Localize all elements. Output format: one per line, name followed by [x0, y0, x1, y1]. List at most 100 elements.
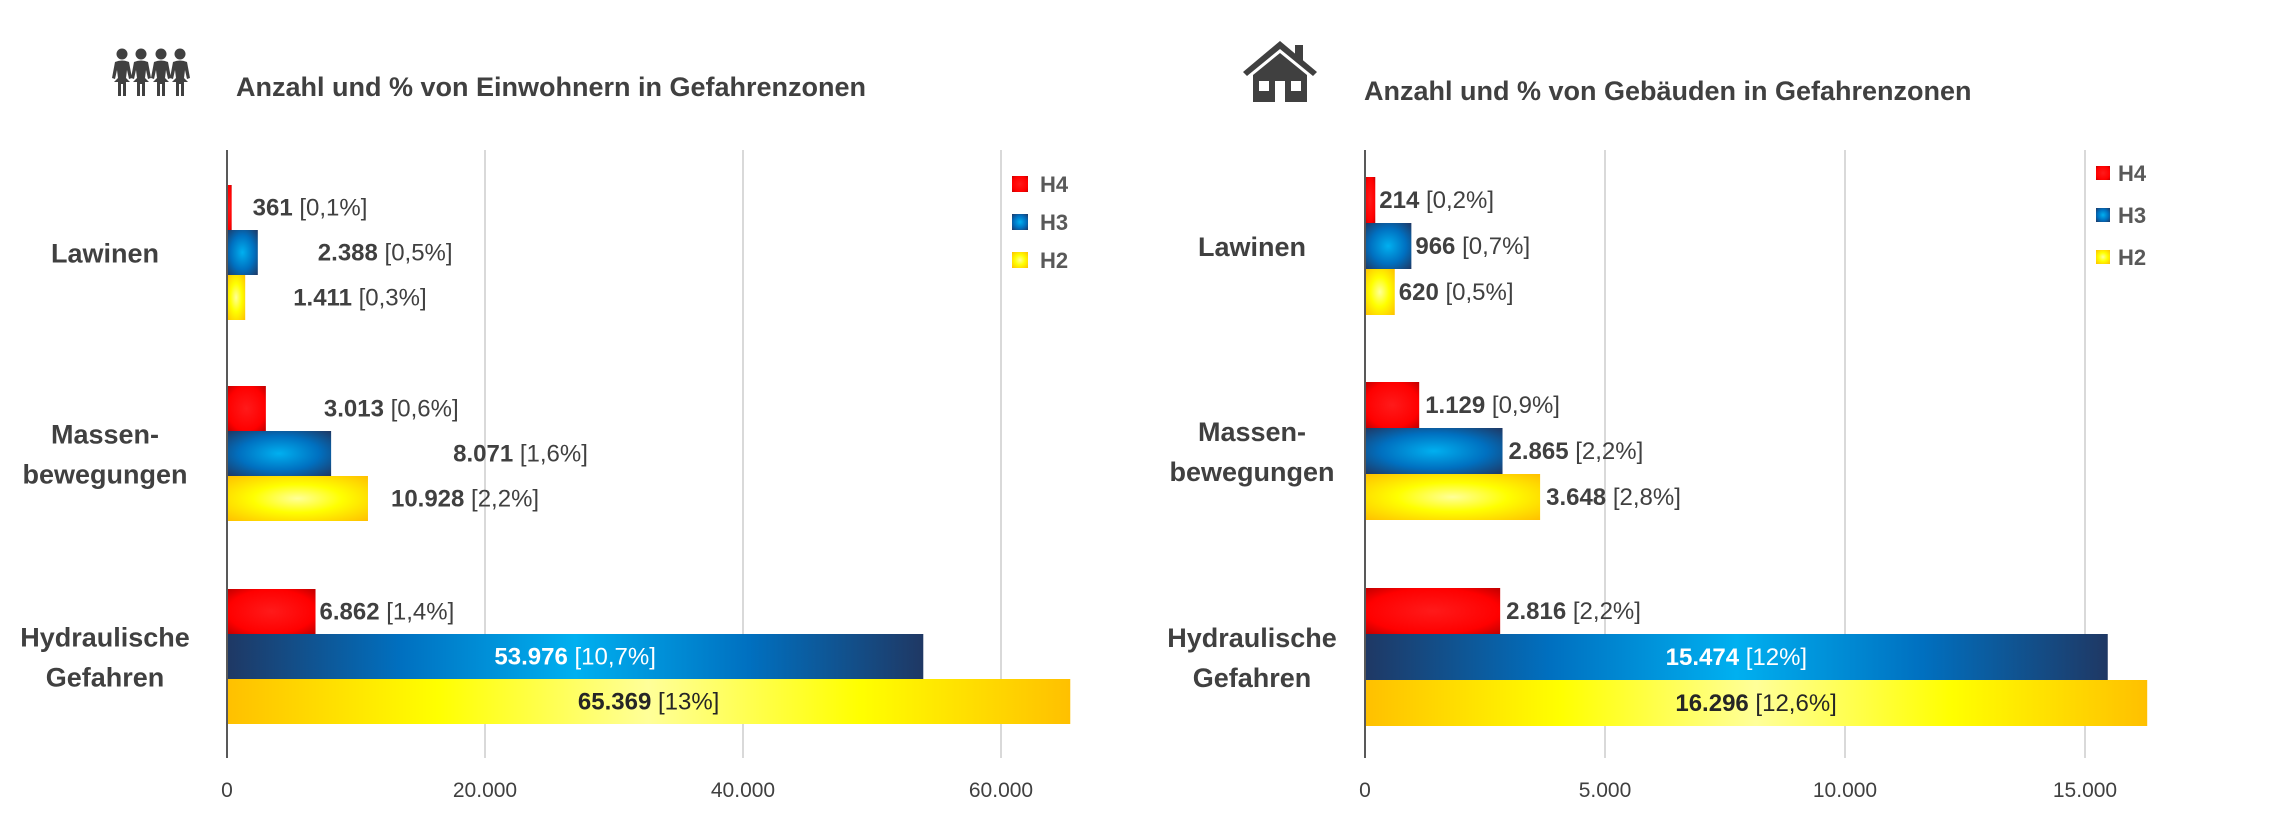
data-label-percent: [1,6%]	[513, 441, 588, 468]
data-label-value: 214	[1379, 187, 1420, 214]
legend-swatch	[2096, 250, 2110, 264]
bar-H4-2	[227, 386, 266, 431]
legend-label: H3	[1040, 210, 1068, 235]
data-label-value: 966	[1415, 233, 1455, 260]
data-label-percent: [0,5%]	[378, 240, 453, 267]
data-label-value: 620	[1399, 279, 1439, 306]
chart-title: Anzahl und % von Einwohnern in Gefahrenz…	[236, 72, 866, 102]
data-label: 1.129 [0,9%]	[1425, 392, 1560, 419]
legend-item-H3[interactable]: H3	[2096, 203, 2146, 228]
bar-H2-1	[1365, 269, 1395, 315]
x-tick-label: 0	[221, 779, 233, 802]
data-label-percent: [2,2%]	[1569, 438, 1644, 465]
category-label: Gefahren	[1193, 663, 1312, 693]
category-label: Hydraulische	[1167, 623, 1337, 653]
data-label-percent: [2,2%]	[464, 486, 539, 513]
legend-item-H2[interactable]: H2	[2096, 245, 2146, 270]
data-label: 6.862 [1,4%]	[320, 599, 455, 626]
bar-H4-3	[1365, 588, 1501, 634]
data-label-value: 2.388	[318, 240, 378, 267]
category-label: Massen-	[51, 420, 159, 450]
x-tick-label: 5.000	[1579, 779, 1632, 802]
legend-swatch	[1012, 176, 1028, 192]
data-label: 361 [0,1%]	[253, 195, 368, 222]
legend: H4 H3 H2	[2096, 161, 2147, 270]
data-label-value: 3.013	[324, 396, 384, 423]
legend-item-H2[interactable]: H2	[1012, 248, 1068, 273]
bar-H2-3	[227, 679, 1071, 724]
bar-H3-2	[227, 431, 332, 476]
data-label-value: 6.862	[320, 599, 380, 626]
data-label-value: 15.474	[1666, 644, 1740, 671]
bar-H3-2	[1365, 428, 1503, 474]
x-tick-label: 0	[1359, 779, 1371, 802]
legend-swatch	[2096, 208, 2110, 222]
bar-H4-3	[227, 589, 316, 634]
data-label: 3.013 [0,6%]	[324, 396, 459, 423]
data-label-value: 1.411	[293, 285, 352, 312]
category-label: Massen-	[1198, 417, 1306, 447]
legend-swatch	[2096, 166, 2110, 180]
data-label-value: 16.296	[1675, 690, 1748, 717]
data-label: 15.474 [12%]	[1666, 644, 1807, 671]
data-label: 620 [0,5%]	[1399, 279, 1514, 306]
data-label-percent: [1,4%]	[380, 599, 455, 626]
category-label: Gefahren	[46, 663, 165, 693]
legend-item-H4[interactable]: H4	[1012, 172, 1069, 197]
data-label-percent: [0,3%]	[352, 285, 427, 312]
data-label-value: 53.976	[494, 644, 567, 671]
data-label-value: 8.071	[453, 441, 513, 468]
category-label: bewegungen	[1169, 457, 1334, 487]
data-label: 8.071 [1,6%]	[453, 441, 588, 468]
data-label-value: 2.865	[1509, 438, 1569, 465]
data-label-value: 2.816	[1506, 598, 1566, 625]
data-label-percent: [2,8%]	[1606, 484, 1681, 511]
bar-H2-3	[1365, 680, 2148, 726]
legend-swatch	[1012, 252, 1028, 268]
x-tick-label: 10.000	[1813, 779, 1877, 802]
data-label: 53.976 [10,7%]	[494, 644, 655, 671]
data-label: 16.296 [12,6%]	[1675, 690, 1836, 717]
legend-label: H2	[1040, 248, 1068, 273]
data-label-percent: [0,6%]	[384, 396, 459, 423]
data-label: 10.928 [2,2%]	[391, 486, 539, 513]
x-tick-label: 15.000	[2053, 779, 2117, 802]
bar-H3-3	[1365, 634, 2108, 680]
data-label-percent: [0,5%]	[1439, 279, 1514, 306]
data-label: 65.369 [13%]	[578, 689, 719, 716]
bar-H3-1	[227, 230, 258, 275]
house-icon	[1243, 41, 1317, 102]
data-label-percent: [13%]	[651, 689, 719, 716]
legend-label: H2	[2118, 245, 2146, 270]
legend-label: H3	[2118, 203, 2146, 228]
data-label-percent: [0,2%]	[1419, 187, 1494, 214]
bar-H2-2	[1365, 474, 1541, 520]
bar-H4-1	[1365, 177, 1376, 223]
legend-swatch	[1012, 214, 1028, 230]
data-label: 2.865 [2,2%]	[1509, 438, 1644, 465]
data-label-value: 10.928	[391, 486, 464, 513]
data-label-value: 361	[253, 195, 293, 222]
legend-item-H3[interactable]: H3	[1012, 210, 1068, 235]
x-tick-label: 20.000	[453, 779, 517, 802]
people-group-icon	[112, 48, 190, 96]
data-label-percent: [12,6%]	[1749, 690, 1837, 717]
legend: H4 H3 H2	[1012, 172, 1069, 273]
legend-label: H4	[2118, 161, 2147, 186]
category-label: Hydraulische	[20, 623, 190, 653]
bar-H2-1	[227, 275, 246, 320]
data-label: 2.816 [2,2%]	[1506, 598, 1641, 625]
x-tick-label: 40.000	[711, 779, 775, 802]
chart-1: Anzahl und % von Einwohnern in Gefahrenz…	[20, 72, 1071, 802]
x-tick-label: 60.000	[969, 779, 1033, 802]
bar-H4-2	[1365, 382, 1420, 428]
data-label-value: 1.129	[1425, 392, 1485, 419]
legend-item-H4[interactable]: H4	[2096, 161, 2147, 186]
category-label: bewegungen	[22, 460, 187, 490]
category-label: Lawinen	[51, 239, 159, 269]
legend-label: H4	[1040, 172, 1069, 197]
data-label-percent: [2,2%]	[1566, 598, 1641, 625]
chart-title: Anzahl und % von Gebäuden in Gefahrenzon…	[1364, 76, 1972, 106]
data-label-percent: [12%]	[1739, 644, 1807, 671]
